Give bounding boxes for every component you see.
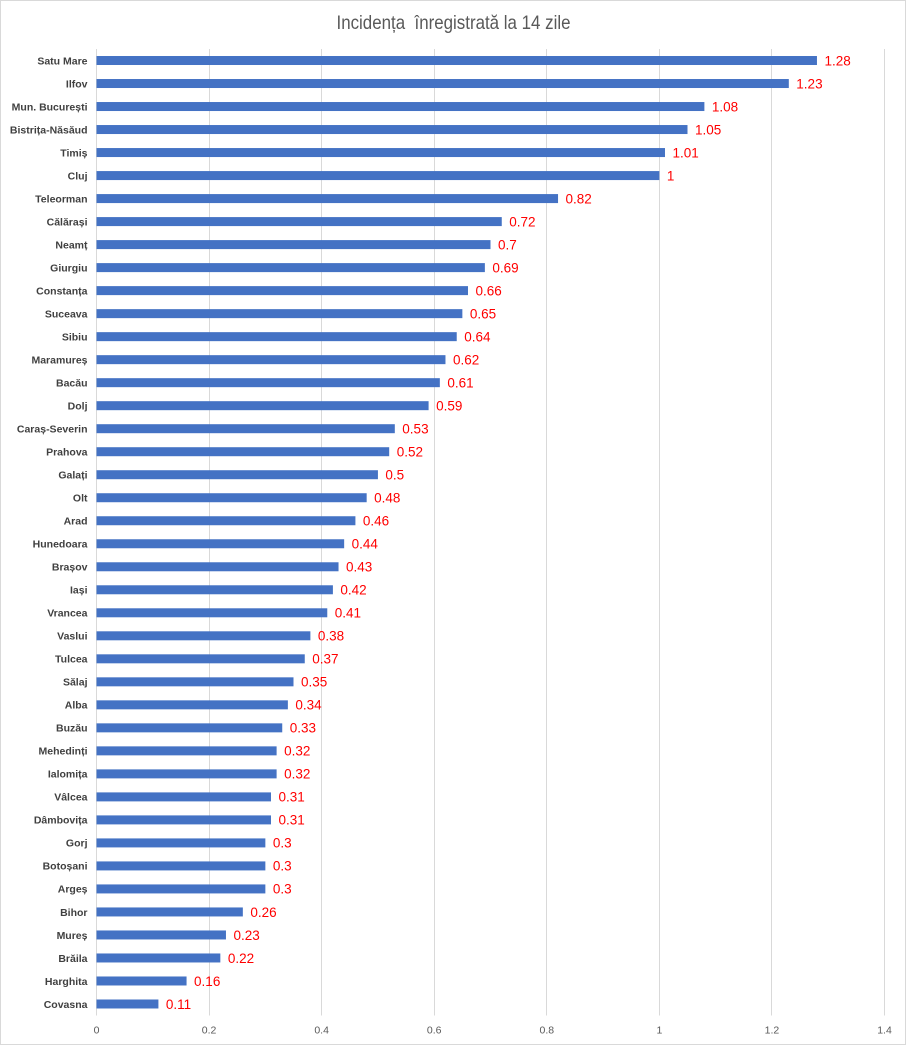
svg-text:Teleorman: Teleorman bbox=[35, 193, 87, 205]
svg-text:1.05: 1.05 bbox=[695, 122, 721, 137]
svg-text:Covasna: Covasna bbox=[44, 999, 88, 1011]
svg-text:0.4: 0.4 bbox=[314, 1025, 329, 1037]
svg-text:0.16: 0.16 bbox=[194, 974, 220, 989]
svg-text:0.43: 0.43 bbox=[346, 560, 372, 575]
svg-text:0.61: 0.61 bbox=[447, 375, 473, 390]
svg-text:Caraș-Severin: Caraș-Severin bbox=[17, 424, 88, 436]
svg-text:Incidența înregistrată la 14: Incidența înregistrată la 14 zile bbox=[337, 12, 571, 34]
svg-text:0.59: 0.59 bbox=[436, 398, 462, 413]
svg-text:Bacău: Bacău bbox=[56, 377, 88, 389]
svg-text:1: 1 bbox=[656, 1025, 662, 1037]
svg-text:0.2: 0.2 bbox=[202, 1025, 217, 1037]
svg-text:1: 1 bbox=[667, 168, 675, 183]
svg-text:Hunedoara: Hunedoara bbox=[33, 539, 88, 551]
svg-text:Galați: Galați bbox=[58, 470, 87, 482]
svg-text:Ialomița: Ialomița bbox=[48, 769, 88, 781]
svg-text:0.3: 0.3 bbox=[273, 836, 292, 851]
svg-text:Arad: Arad bbox=[64, 516, 88, 528]
svg-text:Vrancea: Vrancea bbox=[47, 608, 87, 620]
svg-text:0.35: 0.35 bbox=[301, 675, 327, 690]
svg-text:0.38: 0.38 bbox=[318, 629, 344, 644]
svg-text:Cluj: Cluj bbox=[68, 170, 88, 182]
svg-text:Ilfov: Ilfov bbox=[66, 78, 88, 90]
svg-text:Bihor: Bihor bbox=[60, 907, 87, 919]
svg-text:0.82: 0.82 bbox=[566, 191, 592, 206]
svg-text:Satu Mare: Satu Mare bbox=[37, 55, 87, 67]
svg-text:0.72: 0.72 bbox=[509, 214, 535, 229]
svg-text:0.31: 0.31 bbox=[278, 790, 304, 805]
svg-text:0.32: 0.32 bbox=[284, 767, 310, 782]
svg-text:Timiș: Timiș bbox=[60, 147, 87, 159]
svg-text:0.22: 0.22 bbox=[228, 951, 254, 966]
svg-text:0.62: 0.62 bbox=[453, 352, 479, 367]
svg-text:Buzău: Buzău bbox=[56, 723, 88, 735]
svg-text:0.53: 0.53 bbox=[402, 422, 428, 437]
svg-text:1.4: 1.4 bbox=[877, 1025, 892, 1037]
svg-text:Călărași: Călărași bbox=[47, 216, 88, 228]
svg-text:1.23: 1.23 bbox=[796, 76, 822, 91]
svg-text:0.32: 0.32 bbox=[284, 744, 310, 759]
svg-text:Sălaj: Sălaj bbox=[63, 677, 88, 689]
svg-text:0.64: 0.64 bbox=[464, 329, 491, 344]
svg-text:0.44: 0.44 bbox=[352, 537, 379, 552]
svg-text:0.6: 0.6 bbox=[427, 1025, 442, 1037]
svg-text:Argeș: Argeș bbox=[58, 884, 88, 896]
svg-text:Dâmbovița: Dâmbovița bbox=[34, 815, 88, 827]
svg-text:Dolj: Dolj bbox=[68, 400, 88, 412]
svg-text:Botoșani: Botoșani bbox=[43, 861, 88, 873]
svg-text:Harghita: Harghita bbox=[45, 976, 88, 988]
svg-text:0.65: 0.65 bbox=[470, 306, 496, 321]
svg-text:Iași: Iași bbox=[70, 585, 88, 597]
svg-text:0.52: 0.52 bbox=[397, 445, 423, 460]
svg-text:0.3: 0.3 bbox=[273, 882, 292, 897]
svg-text:Sibiu: Sibiu bbox=[62, 331, 88, 343]
svg-text:0.46: 0.46 bbox=[363, 514, 389, 529]
svg-text:0.8: 0.8 bbox=[539, 1025, 554, 1037]
svg-text:Prahova: Prahova bbox=[46, 447, 88, 459]
svg-text:1.08: 1.08 bbox=[712, 99, 738, 114]
svg-text:1.01: 1.01 bbox=[672, 145, 698, 160]
svg-text:1.28: 1.28 bbox=[824, 53, 850, 68]
svg-text:Brașov: Brașov bbox=[52, 562, 88, 574]
svg-text:Constanța: Constanța bbox=[36, 285, 87, 297]
svg-text:1.2: 1.2 bbox=[765, 1025, 780, 1037]
svg-text:Brăila: Brăila bbox=[58, 953, 87, 965]
svg-text:Mehedinți: Mehedinți bbox=[39, 746, 88, 758]
svg-text:0.69: 0.69 bbox=[492, 260, 518, 275]
svg-text:0: 0 bbox=[94, 1025, 100, 1037]
svg-text:0.66: 0.66 bbox=[475, 283, 501, 298]
svg-text:0.48: 0.48 bbox=[374, 491, 400, 506]
svg-text:Vaslui: Vaslui bbox=[57, 631, 87, 643]
svg-text:0.41: 0.41 bbox=[335, 606, 361, 621]
svg-text:0.3: 0.3 bbox=[273, 859, 292, 874]
svg-text:Neamț: Neamț bbox=[55, 239, 88, 251]
svg-text:Alba: Alba bbox=[65, 700, 88, 712]
svg-text:Mun. București: Mun. București bbox=[12, 101, 88, 113]
svg-text:0.33: 0.33 bbox=[290, 721, 316, 736]
svg-text:0.5: 0.5 bbox=[385, 468, 404, 483]
svg-text:Mureș: Mureș bbox=[57, 930, 88, 942]
svg-text:0.42: 0.42 bbox=[340, 583, 366, 598]
svg-text:Giurgiu: Giurgiu bbox=[50, 262, 87, 274]
svg-text:0.26: 0.26 bbox=[250, 905, 276, 920]
svg-text:Olt: Olt bbox=[73, 493, 88, 505]
svg-text:Suceava: Suceava bbox=[45, 308, 88, 320]
svg-text:0.11: 0.11 bbox=[166, 997, 191, 1012]
svg-text:Maramureș: Maramureș bbox=[31, 354, 87, 366]
svg-text:Tulcea: Tulcea bbox=[55, 654, 88, 666]
svg-text:0.7: 0.7 bbox=[498, 237, 517, 252]
svg-text:0.31: 0.31 bbox=[278, 813, 304, 828]
svg-text:Bistrița-Năsăud: Bistrița-Năsăud bbox=[10, 124, 88, 136]
svg-text:0.34: 0.34 bbox=[295, 698, 322, 713]
svg-text:0.23: 0.23 bbox=[233, 928, 259, 943]
svg-text:Gorj: Gorj bbox=[66, 838, 88, 850]
svg-text:0.37: 0.37 bbox=[312, 652, 338, 667]
svg-text:Vâlcea: Vâlcea bbox=[54, 792, 87, 804]
